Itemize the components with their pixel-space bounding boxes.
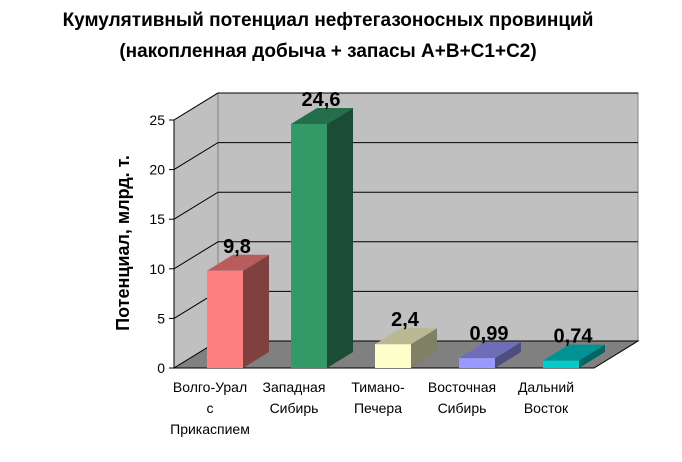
- category-label: Волго-Урал: [173, 379, 247, 395]
- y-tick-label: 0: [157, 360, 165, 376]
- data-label: 24,6: [302, 89, 341, 111]
- category-label: Дальний: [518, 379, 574, 395]
- category-label: Восточная: [428, 379, 496, 395]
- bars: [207, 107, 605, 368]
- bar: [375, 328, 437, 368]
- data-label: 0,99: [470, 323, 509, 345]
- bar-top: [459, 342, 521, 359]
- gridline: [173, 191, 638, 220]
- bar-front: [543, 360, 579, 368]
- category-label: Сибирь: [438, 400, 487, 416]
- category-labels: Волго-Урал с Прикаспием Западная Сибирь Тиман…: [170, 379, 574, 437]
- y-tick-label: 10: [149, 261, 165, 277]
- category-label: Восток: [524, 400, 569, 416]
- bar: [459, 342, 521, 368]
- gridline: [173, 92, 638, 121]
- bar-side: [327, 107, 353, 368]
- category-label: Тимано-: [351, 379, 405, 395]
- data-labels: 9,8 24,6 2,4 0,99 0,74: [223, 89, 593, 348]
- data-label: 0,74: [554, 326, 594, 348]
- bar-side: [579, 344, 605, 368]
- bar-side: [495, 342, 521, 368]
- bar-front: [291, 123, 327, 368]
- category-label: Прикаспием: [170, 421, 250, 437]
- chart-title-line-1: Кумулятивный потенциал нефтегазоносных п…: [63, 10, 594, 31]
- y-tick-label: 25: [149, 112, 165, 128]
- category-label: Печера: [354, 400, 402, 416]
- category-label: с: [207, 400, 214, 416]
- y-tick-label: 5: [157, 310, 165, 326]
- chart-title-line-2: (накопленная добыча + запасы А+В+С1+С2): [119, 41, 536, 62]
- y-tick-label: 20: [149, 162, 165, 178]
- bar-front: [375, 344, 411, 368]
- bar-front: [207, 270, 243, 368]
- gridline: [173, 142, 638, 171]
- bar-side: [411, 328, 437, 368]
- bar-top: [291, 107, 353, 124]
- bar-top: [543, 344, 605, 361]
- bar: [207, 254, 269, 368]
- bar-front: [459, 358, 495, 368]
- y-axis-label: Потенциал, млрд. т.: [113, 155, 133, 331]
- y-axis: 0 5 10 15 20 25: [149, 112, 175, 376]
- bar-top: [375, 328, 437, 345]
- data-label: 9,8: [223, 236, 251, 258]
- bar: [291, 107, 353, 368]
- category-label: Западная: [263, 379, 326, 395]
- gridline: [173, 241, 638, 270]
- data-label: 2,4: [391, 309, 420, 331]
- bar: [543, 344, 605, 368]
- category-label: Сибирь: [270, 400, 319, 416]
- bar-side: [243, 254, 269, 368]
- bar-top: [207, 254, 269, 271]
- y-tick-label: 15: [149, 211, 165, 227]
- chart-title: Кумулятивный потенциал нефтегазоносных п…: [63, 10, 594, 62]
